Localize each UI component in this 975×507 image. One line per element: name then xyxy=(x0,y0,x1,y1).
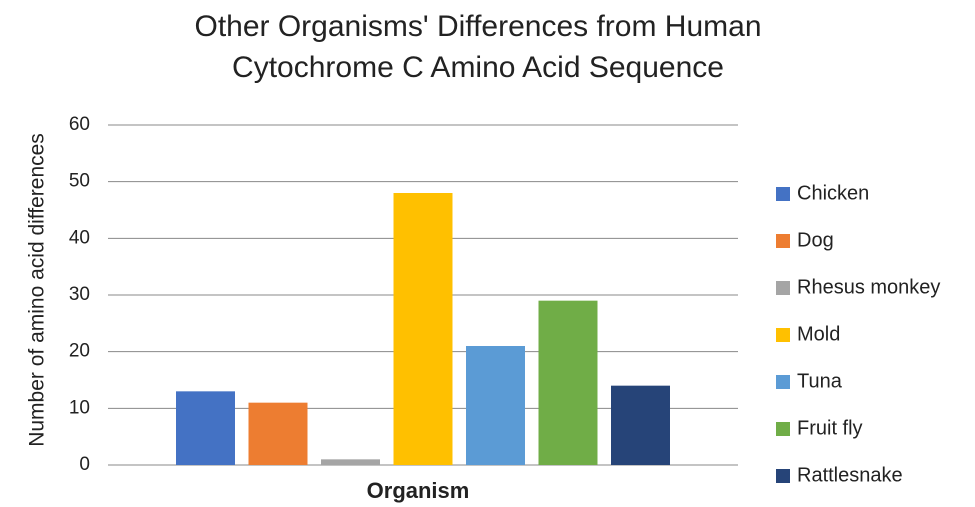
chart-title: Other Organisms' Differences from Human xyxy=(194,10,761,43)
legend-swatch xyxy=(776,234,790,248)
bar xyxy=(176,391,235,465)
legend-swatch xyxy=(776,187,790,201)
legend-label: Rhesus monkey xyxy=(797,276,940,298)
legend-label: Fruit fly xyxy=(797,417,863,439)
legend-label: Tuna xyxy=(797,370,843,392)
y-tick-label: 40 xyxy=(69,227,90,248)
bar xyxy=(248,402,308,465)
y-tick-label: 50 xyxy=(69,171,90,192)
legend-label: Dog xyxy=(797,229,834,251)
legend-swatch xyxy=(776,469,790,483)
bar xyxy=(466,346,525,465)
bar xyxy=(321,459,380,465)
bar xyxy=(611,385,670,465)
x-axis-label: Organism xyxy=(367,478,470,503)
y-tick-label: 30 xyxy=(69,284,90,305)
y-tick-label: 20 xyxy=(69,341,90,362)
y-tick-label: 10 xyxy=(69,397,90,418)
chart-title: Cytochrome C Amino Acid Sequence xyxy=(232,51,724,84)
y-tick-label: 60 xyxy=(69,114,90,135)
legend-swatch xyxy=(776,328,790,342)
legend-label: Rattlesnake xyxy=(797,464,903,486)
legend-swatch xyxy=(776,422,790,436)
legend-swatch xyxy=(776,375,790,389)
y-tick-label: 0 xyxy=(79,454,90,475)
legend-swatch xyxy=(776,281,790,295)
legend-label: Mold xyxy=(797,323,840,345)
legend-label: Chicken xyxy=(797,182,869,204)
y-axis-label: Number of amino acid differences xyxy=(26,133,49,447)
bar xyxy=(393,193,453,465)
bar xyxy=(538,300,598,465)
